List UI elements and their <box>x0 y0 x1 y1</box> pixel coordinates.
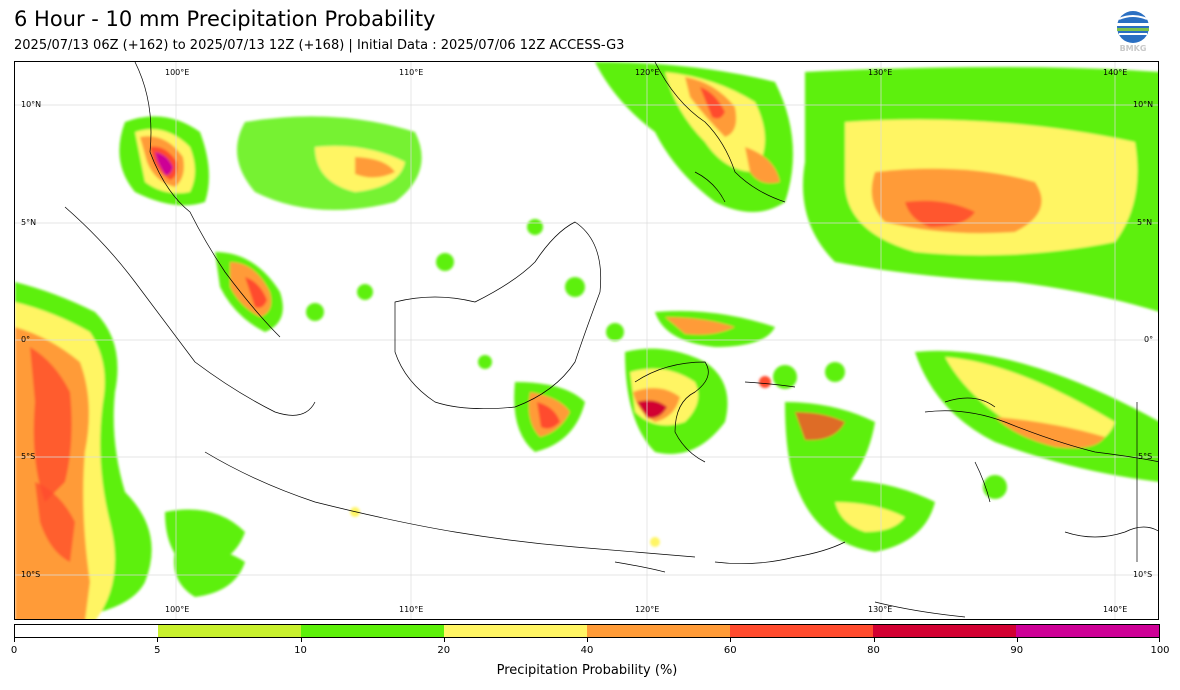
colorbar-tick-label: 10 <box>294 645 307 656</box>
colorbar-tick-label: 40 <box>580 645 594 656</box>
lat-label-left: 0° <box>21 335 31 344</box>
lat-label-left: 10°N <box>21 100 42 109</box>
colorbar-tick <box>873 638 875 642</box>
colorbar-segment <box>730 625 873 637</box>
colorbar-tick-label: 20 <box>437 645 451 656</box>
lat-label-right: 5°S <box>1138 452 1153 461</box>
colorbar-tick-label: 0 <box>10 645 18 656</box>
colorbar-segment <box>873 625 1016 637</box>
colorbar-segment <box>301 625 444 637</box>
precipitation-map <box>15 62 1158 619</box>
colorbar-tick-label: 100 <box>1150 645 1170 656</box>
map-panel: 100°E 110°E 120°E 130°E 140°E 100°E 110°… <box>14 61 1159 620</box>
lat-label-left: 5°S <box>21 452 36 461</box>
lon-label-top: 140°E <box>1103 68 1128 77</box>
colorbar-segment <box>15 625 158 637</box>
lon-label-bottom: 140°E <box>1103 605 1128 614</box>
colorbar <box>14 624 1160 638</box>
graticule <box>15 62 1158 619</box>
colorbar-tick-label: 80 <box>867 645 880 656</box>
logo-text: BMKG <box>1119 44 1147 53</box>
lat-label-right: 5°N <box>1137 218 1153 227</box>
colorbar-tick-label: 60 <box>723 645 737 656</box>
colorbar-title: Precipitation Probability (%) <box>496 663 678 678</box>
lon-label-top: 100°E <box>165 68 190 77</box>
colorbar-segment <box>587 625 730 637</box>
colorbar-tick-label: 5 <box>154 645 161 656</box>
bmkg-logo: BMKG <box>1113 10 1153 56</box>
chart-title: 6 Hour - 10 mm Precipitation Probability <box>14 7 436 31</box>
lon-label-bottom: 110°E <box>399 605 424 614</box>
lat-label-right: 0° <box>1144 335 1154 344</box>
lon-label-top: 110°E <box>399 68 424 77</box>
lon-label-top: 130°E <box>868 68 893 77</box>
colorbar-segment <box>444 625 587 637</box>
lat-label-right: 10°S <box>1133 570 1153 579</box>
colorbar-tick <box>1016 638 1018 642</box>
lat-label-left: 5°N <box>21 218 37 227</box>
lon-label-bottom: 120°E <box>635 605 660 614</box>
colorbar-tick <box>157 638 159 642</box>
chart-subtitle: 2025/07/13 06Z (+162) to 2025/07/13 12Z … <box>14 38 625 53</box>
colorbar-segment <box>1016 625 1159 637</box>
lon-label-bottom: 130°E <box>868 605 893 614</box>
colorbar-tick <box>1159 638 1160 642</box>
colorbar-ticks: 0 5 10 20 40 60 80 90 100 <box>10 638 1170 658</box>
lon-label-top: 120°E <box>635 68 660 77</box>
coastlines <box>64 62 1158 618</box>
probability-field <box>15 62 1158 619</box>
lat-label-right: 10°N <box>1133 100 1154 109</box>
colorbar-tick <box>300 638 302 642</box>
lon-label-bottom: 100°E <box>165 605 190 614</box>
colorbar-tick <box>14 638 15 642</box>
lat-label-left: 10°S <box>21 570 41 579</box>
colorbar-tick <box>730 638 732 642</box>
colorbar-tick <box>587 638 588 642</box>
globe-icon <box>1117 11 1149 43</box>
colorbar-segment <box>158 625 301 637</box>
colorbar-tick-label: 90 <box>1010 645 1024 656</box>
colorbar-tick <box>443 638 445 642</box>
